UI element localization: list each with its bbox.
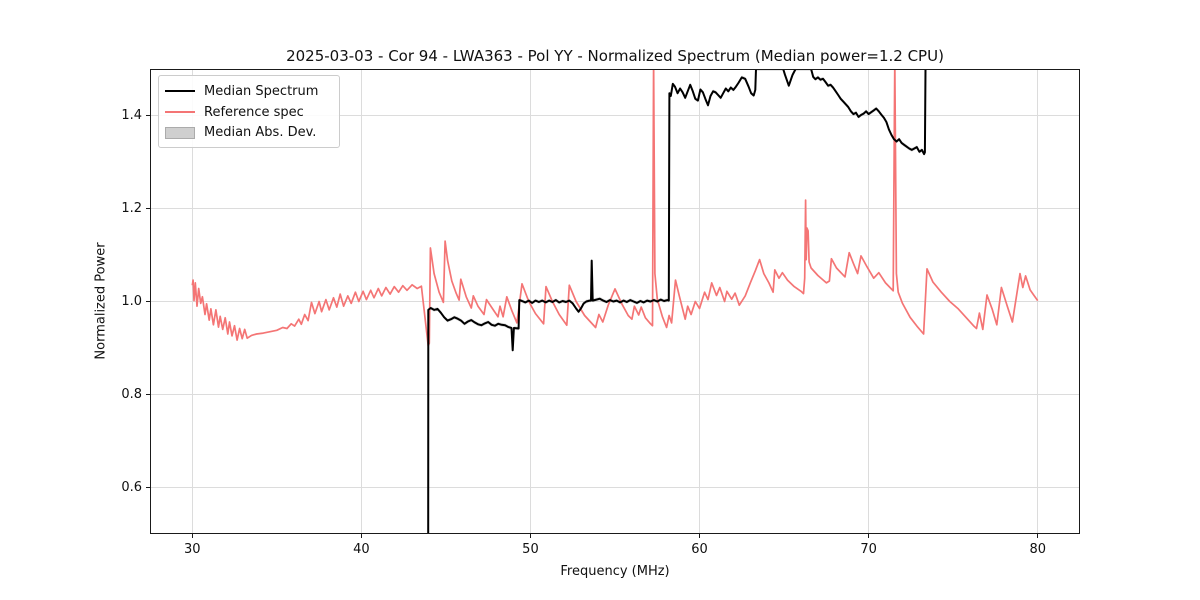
- legend: Median Spectrum Reference spec Median Abs.…: [158, 75, 340, 148]
- legend-item: Median Spectrum: [165, 81, 331, 102]
- axes-spines: [150, 69, 1080, 534]
- y-tick-label-1.4: 1.4: [121, 107, 142, 123]
- legend-item: Median Abs. Dev.: [165, 122, 331, 143]
- legend-line-swatch: [165, 111, 195, 113]
- x-tick-label-40: 40: [353, 542, 370, 557]
- y-tick-label-0.8: 0.8: [121, 386, 142, 402]
- legend-line-swatch: [165, 90, 195, 93]
- plot-title: 2025-03-03 - Cor 94 - LWA363 - Pol YY - …: [286, 47, 944, 65]
- legend-label: Median Spectrum: [204, 83, 319, 99]
- legend-patch-swatch: [165, 126, 195, 139]
- legend-label: Median Abs. Dev.: [204, 125, 317, 141]
- x-tick-label-70: 70: [860, 542, 877, 557]
- series-group: [191, 69, 1039, 534]
- legend-item: Reference spec: [165, 102, 331, 123]
- median-spectrum-line: [427, 69, 927, 534]
- x-tick-label-80: 80: [1029, 542, 1046, 557]
- y-tick-label-0.6: 0.6: [121, 479, 142, 495]
- x-tick-label-30: 30: [183, 542, 201, 557]
- x-tick-label-50: 50: [522, 542, 539, 557]
- y-tick-label-1.0: 1.0: [121, 293, 142, 309]
- y-tick-label-1.2: 1.2: [121, 200, 142, 216]
- x-tick-label-60: 60: [691, 542, 708, 557]
- legend-label: Reference spec: [204, 104, 304, 120]
- x-axis-label: Frequency (MHz): [560, 564, 670, 579]
